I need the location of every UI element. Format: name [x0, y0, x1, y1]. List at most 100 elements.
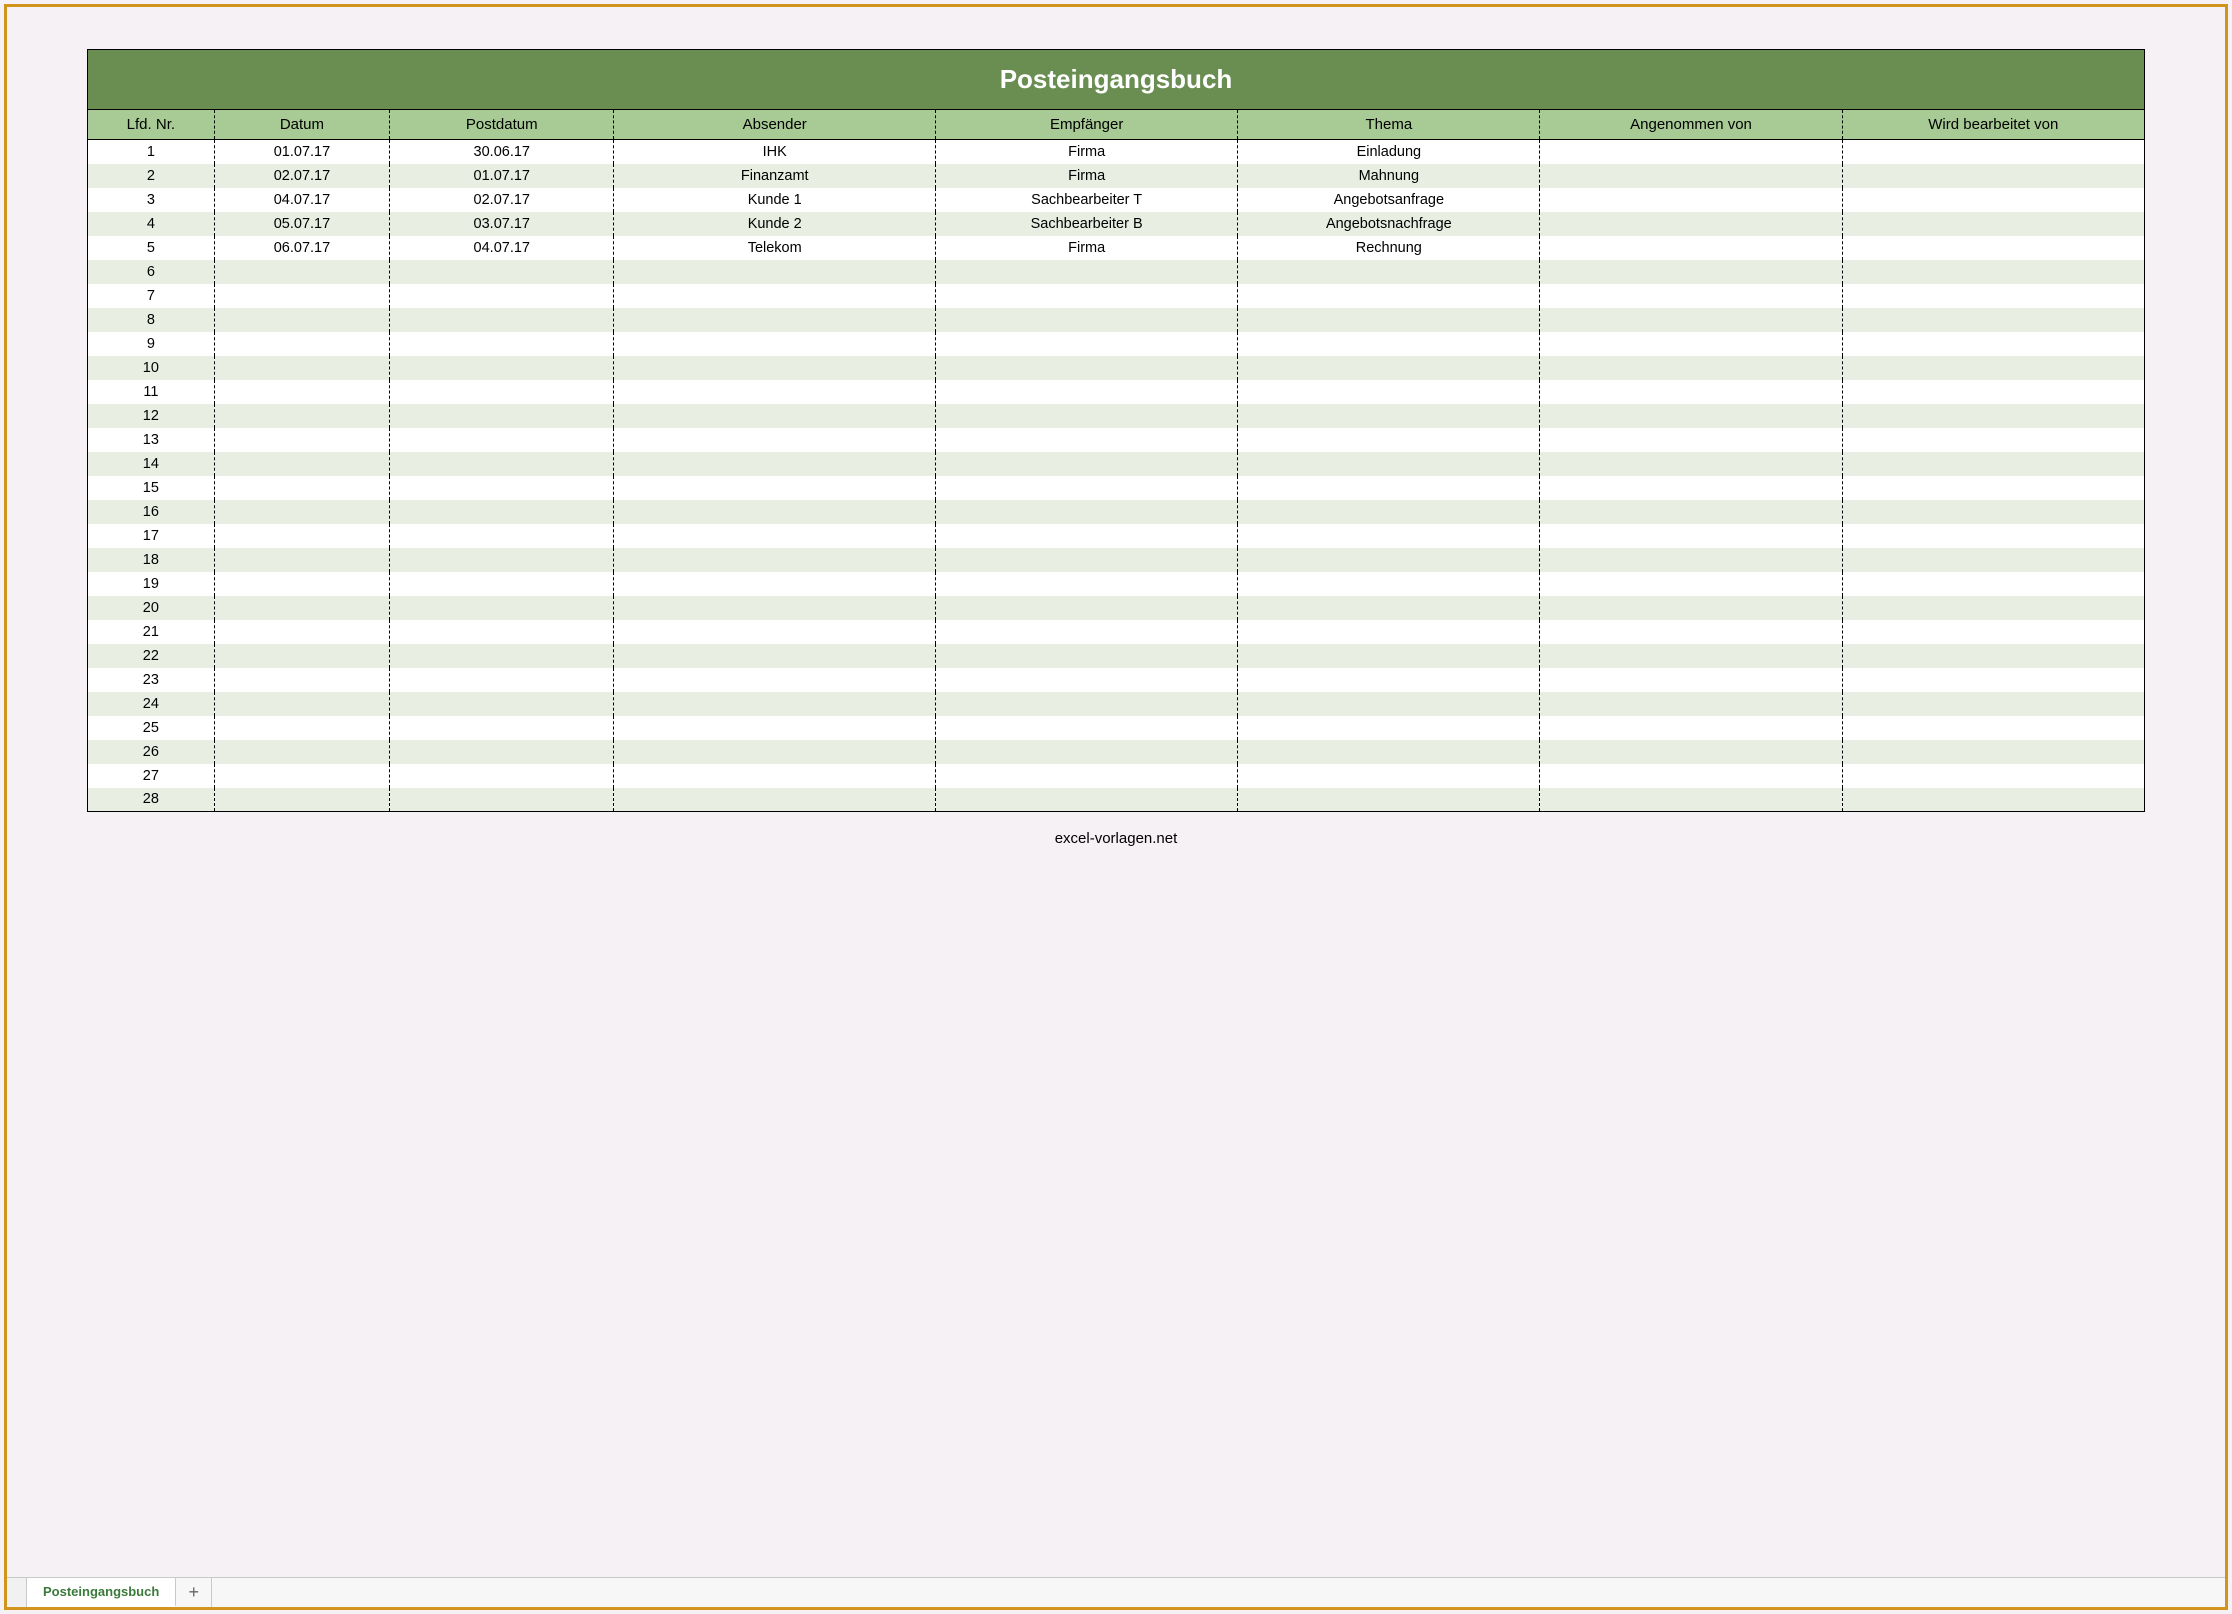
cell-datum[interactable]: 02.07.17 [214, 164, 389, 188]
cell-angenommen[interactable] [1540, 596, 1842, 620]
cell-thema[interactable] [1238, 548, 1540, 572]
cell-bearbeitet[interactable] [1842, 260, 2144, 284]
cell-bearbeitet[interactable] [1842, 452, 2144, 476]
cell-bearbeitet[interactable] [1842, 188, 2144, 212]
cell-empfaenger[interactable] [936, 500, 1238, 524]
cell-thema[interactable] [1238, 716, 1540, 740]
cell-empfaenger[interactable]: Firma [936, 236, 1238, 260]
cell-empfaenger[interactable] [936, 692, 1238, 716]
cell-absender[interactable] [614, 428, 936, 452]
cell-datum[interactable] [214, 500, 389, 524]
cell-bearbeitet[interactable] [1842, 620, 2144, 644]
cell-absender[interactable] [614, 572, 936, 596]
cell-datum[interactable] [214, 524, 389, 548]
cell-datum[interactable] [214, 308, 389, 332]
cell-thema[interactable] [1238, 740, 1540, 764]
cell-thema[interactable] [1238, 428, 1540, 452]
cell-datum[interactable] [214, 380, 389, 404]
cell-datum[interactable]: 06.07.17 [214, 236, 389, 260]
sheet-tab-active[interactable]: Posteingangsbuch [27, 1578, 176, 1607]
cell-postdatum[interactable]: 03.07.17 [390, 212, 614, 236]
cell-bearbeitet[interactable] [1842, 140, 2144, 164]
cell-angenommen[interactable] [1540, 548, 1842, 572]
cell-postdatum[interactable] [390, 260, 614, 284]
cell-postdatum[interactable] [390, 428, 614, 452]
cell-empfaenger[interactable] [936, 596, 1238, 620]
cell-postdatum[interactable]: 01.07.17 [390, 164, 614, 188]
cell-absender[interactable] [614, 764, 936, 788]
cell-nr[interactable]: 1 [88, 140, 215, 164]
cell-thema[interactable]: Mahnung [1238, 164, 1540, 188]
cell-angenommen[interactable] [1540, 500, 1842, 524]
cell-bearbeitet[interactable] [1842, 692, 2144, 716]
cell-bearbeitet[interactable] [1842, 644, 2144, 668]
cell-bearbeitet[interactable] [1842, 668, 2144, 692]
cell-absender[interactable] [614, 620, 936, 644]
cell-thema[interactable] [1238, 260, 1540, 284]
cell-absender[interactable] [614, 548, 936, 572]
cell-absender[interactable] [614, 284, 936, 308]
cell-angenommen[interactable] [1540, 788, 1842, 812]
cell-bearbeitet[interactable] [1842, 404, 2144, 428]
cell-angenommen[interactable] [1540, 284, 1842, 308]
column-header-angenommen[interactable]: Angenommen von [1540, 110, 1842, 140]
cell-datum[interactable] [214, 788, 389, 812]
cell-bearbeitet[interactable] [1842, 548, 2144, 572]
cell-thema[interactable] [1238, 356, 1540, 380]
column-header-nr[interactable]: Lfd. Nr. [88, 110, 215, 140]
cell-angenommen[interactable] [1540, 236, 1842, 260]
column-header-postdatum[interactable]: Postdatum [390, 110, 614, 140]
cell-bearbeitet[interactable] [1842, 476, 2144, 500]
cell-postdatum[interactable]: 02.07.17 [390, 188, 614, 212]
cell-nr[interactable]: 2 [88, 164, 215, 188]
cell-angenommen[interactable] [1540, 188, 1842, 212]
cell-absender[interactable] [614, 524, 936, 548]
cell-empfaenger[interactable] [936, 260, 1238, 284]
column-header-datum[interactable]: Datum [214, 110, 389, 140]
cell-datum[interactable] [214, 452, 389, 476]
cell-bearbeitet[interactable] [1842, 500, 2144, 524]
cell-postdatum[interactable]: 04.07.17 [390, 236, 614, 260]
column-header-thema[interactable]: Thema [1238, 110, 1540, 140]
cell-bearbeitet[interactable] [1842, 164, 2144, 188]
cell-angenommen[interactable] [1540, 716, 1842, 740]
cell-absender[interactable] [614, 500, 936, 524]
cell-postdatum[interactable] [390, 524, 614, 548]
cell-absender[interactable] [614, 332, 936, 356]
cell-datum[interactable] [214, 668, 389, 692]
cell-absender[interactable] [614, 476, 936, 500]
cell-nr[interactable]: 23 [88, 668, 215, 692]
cell-empfaenger[interactable] [936, 548, 1238, 572]
cell-thema[interactable]: Rechnung [1238, 236, 1540, 260]
cell-nr[interactable]: 22 [88, 644, 215, 668]
cell-empfaenger[interactable] [936, 332, 1238, 356]
column-header-bearbeitet[interactable]: Wird bearbeitet von [1842, 110, 2144, 140]
cell-thema[interactable] [1238, 380, 1540, 404]
cell-bearbeitet[interactable] [1842, 428, 2144, 452]
cell-datum[interactable] [214, 332, 389, 356]
cell-bearbeitet[interactable] [1842, 740, 2144, 764]
cell-postdatum[interactable] [390, 692, 614, 716]
cell-postdatum[interactable] [390, 308, 614, 332]
cell-postdatum[interactable] [390, 404, 614, 428]
cell-nr[interactable]: 12 [88, 404, 215, 428]
column-header-absender[interactable]: Absender [614, 110, 936, 140]
cell-postdatum[interactable] [390, 644, 614, 668]
cell-empfaenger[interactable] [936, 452, 1238, 476]
cell-empfaenger[interactable]: Sachbearbeiter B [936, 212, 1238, 236]
cell-empfaenger[interactable] [936, 668, 1238, 692]
cell-angenommen[interactable] [1540, 260, 1842, 284]
cell-postdatum[interactable] [390, 476, 614, 500]
cell-angenommen[interactable] [1540, 428, 1842, 452]
cell-bearbeitet[interactable] [1842, 356, 2144, 380]
cell-postdatum[interactable] [390, 356, 614, 380]
cell-absender[interactable] [614, 740, 936, 764]
cell-thema[interactable] [1238, 596, 1540, 620]
cell-bearbeitet[interactable] [1842, 308, 2144, 332]
cell-datum[interactable] [214, 716, 389, 740]
cell-bearbeitet[interactable] [1842, 596, 2144, 620]
cell-bearbeitet[interactable] [1842, 788, 2144, 812]
cell-nr[interactable]: 10 [88, 356, 215, 380]
cell-nr[interactable]: 14 [88, 452, 215, 476]
cell-bearbeitet[interactable] [1842, 716, 2144, 740]
